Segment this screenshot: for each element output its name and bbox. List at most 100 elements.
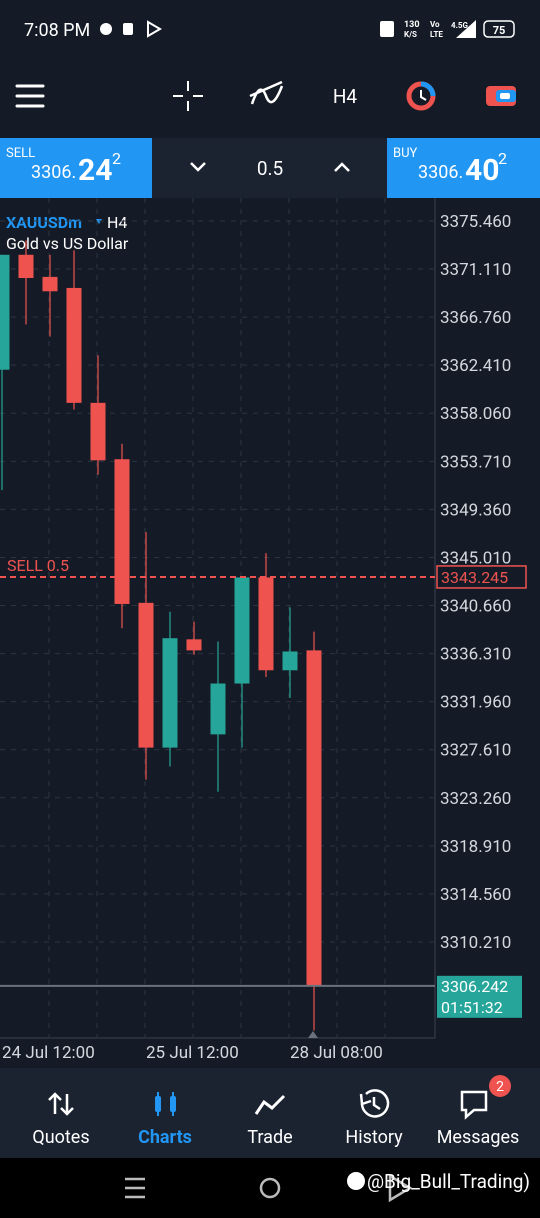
candle-body <box>66 287 82 403</box>
order-price: 3343.245 <box>441 568 508 587</box>
buy-label: BUY <box>393 146 418 161</box>
sell-price-big: 24 <box>78 153 112 188</box>
candle-body <box>138 602 154 748</box>
candle-body <box>210 683 226 735</box>
symbol-dropdown <box>96 219 102 224</box>
status-icon <box>147 20 162 38</box>
network-type: 4.5G <box>451 21 469 30</box>
volume[interactable]: 0.5 <box>257 157 283 180</box>
status-icon <box>100 23 112 35</box>
home-button[interactable] <box>259 1177 281 1199</box>
facebook-icon <box>347 1172 365 1190</box>
candle-body <box>258 577 274 671</box>
watermark: @Big_Bull_Trading) <box>367 1170 530 1193</box>
nav-item[interactable]: Charts <box>138 1127 192 1148</box>
y-tick-label: 3366.760 <box>440 308 511 328</box>
candle-body <box>234 577 250 684</box>
nav-item[interactable]: History <box>345 1127 403 1148</box>
messages-icon <box>460 1090 488 1120</box>
candle-body <box>282 651 298 671</box>
y-tick-label: 3340.660 <box>440 597 511 617</box>
buy-price: 3306. <box>418 162 463 183</box>
y-tick-label: 3336.310 <box>440 645 511 665</box>
volume-down[interactable] <box>190 162 206 172</box>
y-tick-label: 3310.210 <box>440 933 511 953</box>
sell-price: 3306. <box>31 162 76 183</box>
objects-button[interactable] <box>406 81 436 111</box>
chart-title: Gold vs US Dollar <box>6 234 129 253</box>
order-label: SELL 0.5 <box>7 556 69 575</box>
system-nav: @Big_Bull_Trading) <box>0 1158 540 1218</box>
symbol: XAUUSDm <box>6 213 82 232</box>
y-tick-label: 3353.710 <box>440 452 511 472</box>
current-price-box <box>437 975 522 1018</box>
candle-body <box>0 254 10 370</box>
candle-body <box>114 459 130 604</box>
y-tick-label: 3327.610 <box>440 741 511 761</box>
trade-panel: SELL 3306. 24 2 0.5 BUY 3306. 40 2 <box>0 138 540 198</box>
back-button[interactable] <box>388 1173 413 1203</box>
indicators-button[interactable] <box>249 80 284 105</box>
buy-price-big: 40 <box>465 153 499 188</box>
x-tick-label: 24 Jul 12:00 <box>2 1043 95 1063</box>
y-tick-label: 3362.410 <box>440 356 511 376</box>
badge-count: 2 <box>496 1079 504 1095</box>
sell-button[interactable] <box>0 138 152 198</box>
y-tick-label: 3314.560 <box>440 885 511 905</box>
order-price-box <box>436 565 527 589</box>
countdown: 01:51:32 <box>441 998 503 1017</box>
chart: XAUUSDm H4 Gold vs US Dollar 3375.460 3371.1… <box>0 198 527 1063</box>
chart-timeframe: H4 <box>107 213 127 232</box>
sell-price-sup: 2 <box>112 149 121 168</box>
buy-price-sup: 2 <box>498 149 507 168</box>
signal-icon <box>456 20 476 38</box>
candle-body <box>162 638 178 748</box>
volume-up[interactable] <box>334 162 350 172</box>
trade-button[interactable] <box>486 86 516 106</box>
quotes-icon <box>48 1092 74 1116</box>
candle-body <box>186 639 202 651</box>
system-nav-bg <box>0 1158 540 1218</box>
clock: 7:08 PM <box>24 20 90 41</box>
x-tick-label: 28 Jul 08:00 <box>290 1043 383 1063</box>
timeframe-button[interactable]: H4 <box>333 85 358 108</box>
y-tick-label: 3358.060 <box>440 404 511 424</box>
bottom-nav: 2 Quotes Charts Trade History Messages <box>0 1068 540 1158</box>
y-tick-label: 3323.260 <box>440 789 511 809</box>
battery-level: 75 <box>493 24 506 37</box>
crosshair-button[interactable] <box>173 81 203 111</box>
status-icon <box>123 23 133 35</box>
recents-button[interactable] <box>125 1177 145 1199</box>
battery-icon <box>483 20 515 38</box>
y-tick-label: 3331.960 <box>440 693 511 713</box>
menu-button[interactable] <box>15 84 45 108</box>
y-tick-label: 3345.010 <box>440 548 511 568</box>
net-speed-unit: K/S <box>404 30 417 39</box>
toolbar: H4 <box>15 80 516 111</box>
buy-button[interactable] <box>387 138 540 198</box>
nav-bg <box>0 1068 540 1158</box>
y-tick-label: 3371.110 <box>440 260 511 280</box>
nav-item[interactable]: Messages <box>437 1127 520 1148</box>
charts-icon <box>155 1092 176 1116</box>
badge <box>489 1075 511 1097</box>
nav-item[interactable]: Quotes <box>32 1127 89 1148</box>
y-tick-label: 3375.460 <box>440 212 511 232</box>
net-speed: 130 <box>404 20 420 30</box>
x-tick-label: 25 Jul 12:00 <box>146 1043 239 1063</box>
status-icon <box>380 21 394 37</box>
nav-item[interactable]: Trade <box>247 1127 292 1148</box>
volte: Vo <box>430 20 440 29</box>
trade-icon <box>254 1094 286 1115</box>
current-price: 3306.242 <box>441 977 508 996</box>
lte: LTE <box>430 30 443 39</box>
candle-body <box>90 402 106 461</box>
candle-body <box>42 276 58 292</box>
y-tick-label: 3318.910 <box>440 837 511 857</box>
y-tick-label: 3349.360 <box>440 500 511 520</box>
status-bar: 7:08 PM 130 K/S Vo LTE 4.5G 75 <box>24 20 515 41</box>
candle-body <box>18 254 34 278</box>
sell-label: SELL <box>6 146 35 161</box>
